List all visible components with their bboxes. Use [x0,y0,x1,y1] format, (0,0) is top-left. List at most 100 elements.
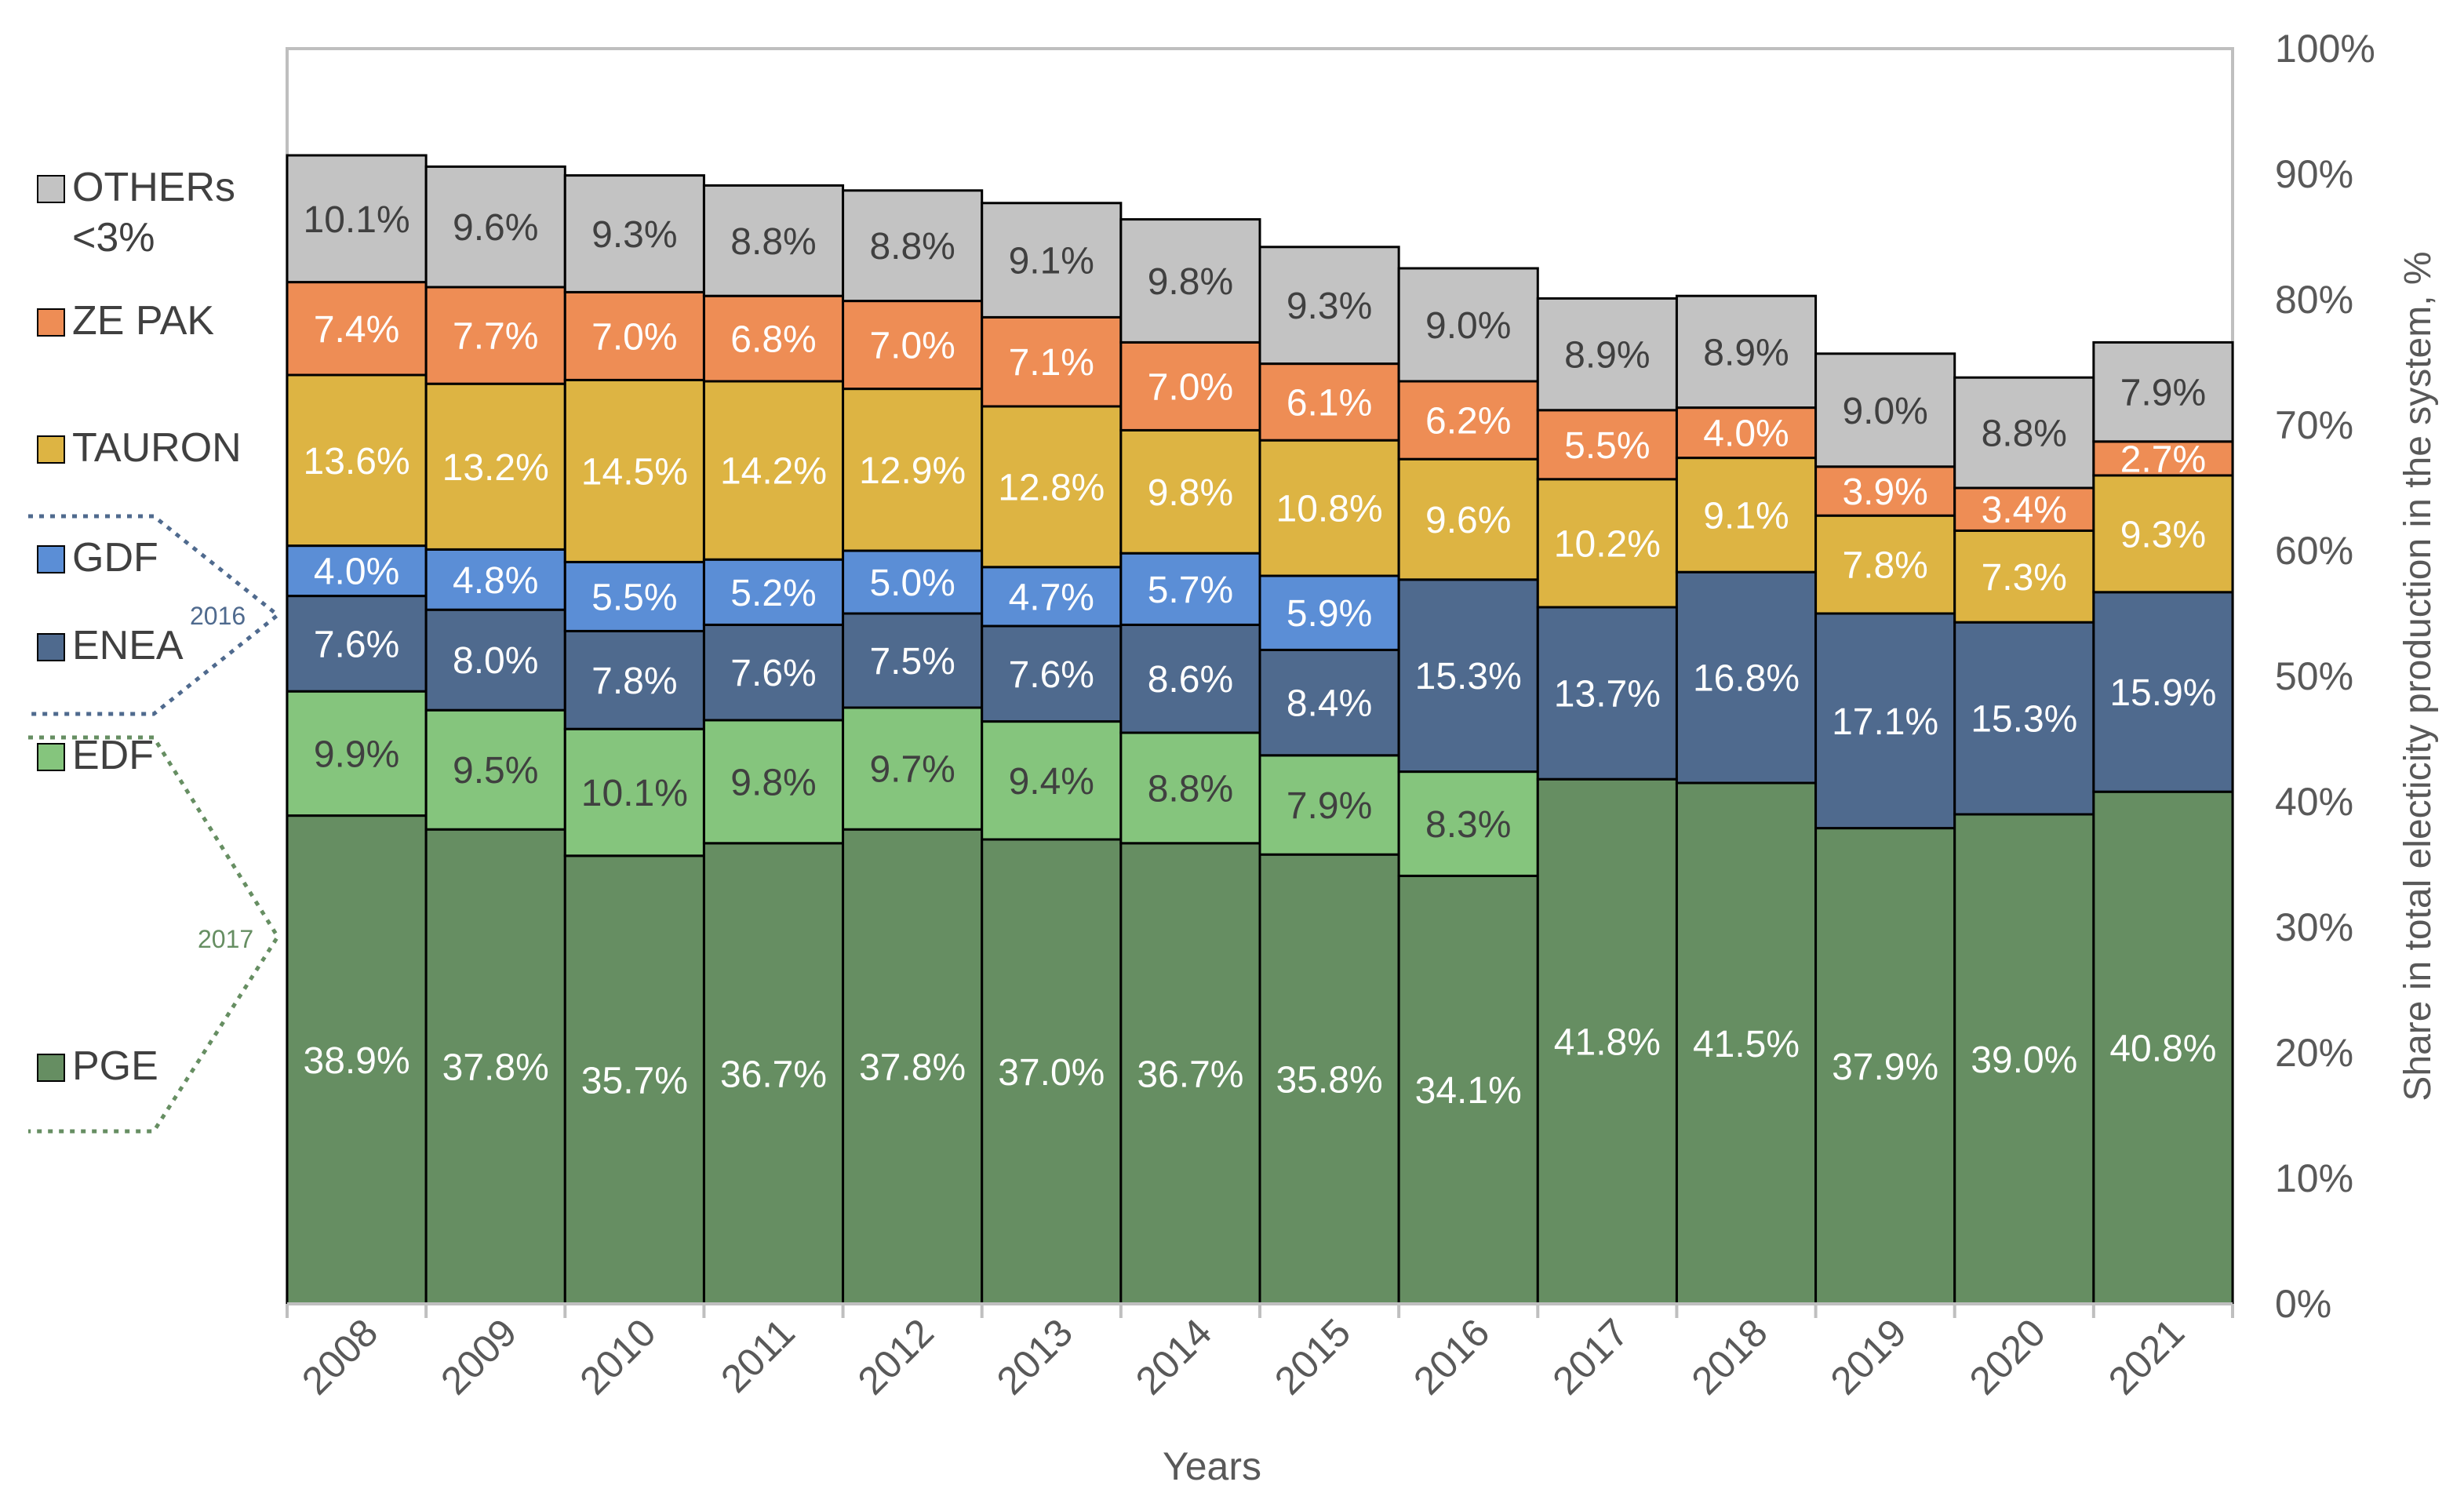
data-label-tauron-2018: 9.1% [1703,495,1789,537]
data-label-ze-pak-2010: 7.0% [591,316,677,358]
bar-enea-2010 [563,629,705,730]
bar-others-3-2008 [286,154,428,284]
data-label-ze-pak-2020: 3.4% [1982,490,2067,531]
data-label-pge-2019: 37.9% [1832,1047,1938,1088]
data-label-tauron-2017: 10.2% [1554,523,1661,565]
x-tick-label-2008: 2008 [293,1310,386,1403]
legend-swatch-gdf [37,545,65,573]
x-axis: 2008 2009 2010 2011 2012 2013 2014 2015 2016 2017… [286,1302,2234,1403]
bar-others-3-2019 [1814,352,1956,468]
x-tick-label-2013: 2013 [988,1310,1081,1403]
bar-others-3-2018 [1675,294,1818,410]
data-label-enea-2018: 16.8% [1693,658,1800,700]
data-label-tauron-2011: 14.2% [720,451,827,493]
data-label-edf-2012: 9.7% [869,749,955,791]
bar-enea-2016 [1397,578,1539,774]
data-label-edf-2013: 9.4% [1009,761,1094,803]
data-label-pge-2018: 41.5% [1693,1024,1800,1065]
data-label-enea-2009: 8.0% [453,640,538,682]
y-tick-label-6: 60% [2275,529,2353,573]
bar-edf-2014 [1119,731,1261,845]
data-label-tauron-2021: 9.3% [2120,514,2206,555]
data-label-gdf-2009: 4.8% [453,560,538,602]
bar-pge-2015 [1258,853,1400,1305]
bar-edf-2010 [563,727,705,857]
bar-pge-2010 [563,854,705,1305]
data-label-others-3-2014: 9.8% [1148,261,1233,303]
data-label-pge-2020: 39.0% [1971,1039,2077,1081]
data-label-enea-2012: 7.5% [869,641,955,683]
bar-enea-2013 [981,624,1123,723]
bar-pge-2013 [981,838,1123,1305]
legend-label-pge: PGE [72,1043,158,1089]
bar-ze-pak-2018 [1675,406,1818,460]
bar-enea-2009 [424,608,566,712]
data-label-others-3-2019: 9.0% [1842,391,1927,432]
bar-tauron-2015 [1258,439,1400,577]
data-label-edf-2008: 9.9% [314,734,399,775]
bar-tauron-2012 [842,388,984,552]
data-label-tauron-2010: 14.5% [581,451,688,493]
bar-ze-pak-2020 [1953,486,2095,532]
data-label-others-3-2008: 10.1% [304,199,410,241]
legend-swatch-enea [37,633,65,661]
bar-others-3-2016 [1397,267,1539,383]
bar-others-3-2015 [1258,246,1400,366]
bar-others-3-2014 [1119,218,1261,344]
bar-gdf-2012 [842,549,984,615]
x-axis-title: Years [1163,1444,1261,1488]
merge-year-2016: 2016 [190,602,246,630]
data-label-others-3-2017: 8.9% [1564,335,1650,377]
data-label-enea-2013: 7.6% [1009,654,1094,696]
y-tick-label-3: 30% [2275,905,2353,949]
bar-pge-2019 [1814,827,1956,1305]
data-label-pge-2011: 36.7% [720,1054,827,1095]
legend-label-ze-pak: ZE PAK [72,298,214,344]
legend-label-enea: ENEA [72,623,184,668]
legend-label-tauron: TAURON [72,425,242,471]
data-label-pge-2013: 37.0% [998,1052,1105,1094]
bar-enea-2012 [842,612,984,709]
data-label-tauron-2015: 10.8% [1276,489,1383,530]
y-tick-label-2: 20% [2275,1031,2353,1075]
data-label-ze-pak-2012: 7.0% [869,326,955,367]
bar-others-3-2020 [1953,376,2095,490]
data-label-edf-2010: 10.1% [581,773,688,814]
data-label-tauron-2014: 9.8% [1148,472,1233,514]
data-label-enea-2016: 15.3% [1415,656,1522,697]
legend-swatch-others-3 [37,175,65,203]
data-label-edf-2014: 8.8% [1148,768,1233,810]
y-axis-title: Share in total electicity production in … [2397,251,2439,1101]
data-label-ze-pak-2008: 7.4% [314,309,399,351]
data-label-ze-pak-2013: 7.1% [1009,342,1094,384]
data-label-others-3-2009: 9.6% [453,207,538,249]
bar-tauron-2020 [1953,529,2095,624]
data-label-pge-2016: 34.1% [1415,1070,1522,1112]
data-label-enea-2015: 8.4% [1287,683,1372,725]
data-label-pge-2014: 36.7% [1137,1054,1243,1095]
data-label-ze-pak-2018: 4.0% [1703,413,1789,455]
data-label-ze-pak-2015: 6.1% [1287,382,1372,424]
x-tick-label-2010: 2010 [571,1310,664,1403]
data-label-others-3-2015: 9.3% [1287,286,1372,327]
data-label-pge-2009: 37.8% [442,1047,549,1089]
merge-bracket-2016 [28,514,282,716]
bar-others-3-2013 [981,202,1123,319]
bar-tauron-2019 [1814,514,1956,615]
x-tick-label-2019: 2019 [1822,1310,1915,1403]
legend-label-edf: EDF [72,733,154,778]
data-label-enea-2011: 7.6% [730,653,816,694]
bar-ze-pak-2013 [981,315,1123,408]
x-tick-label-2020: 2020 [1961,1310,2054,1403]
x-tick-label-2012: 2012 [850,1310,942,1403]
legend-swatch-pge [37,1054,65,1082]
data-label-edf-2011: 9.8% [730,762,816,803]
bar-enea-2019 [1814,612,1956,830]
data-label-tauron-2016: 9.6% [1425,500,1511,541]
bar-ze-pak-2009 [424,286,566,385]
data-label-pge-2021: 40.8% [2109,1029,2216,1070]
data-label-tauron-2008: 13.6% [304,441,410,482]
data-label-gdf-2010: 5.5% [591,577,677,618]
data-label-enea-2017: 13.7% [1554,674,1661,715]
data-label-edf-2016: 8.3% [1425,804,1511,846]
